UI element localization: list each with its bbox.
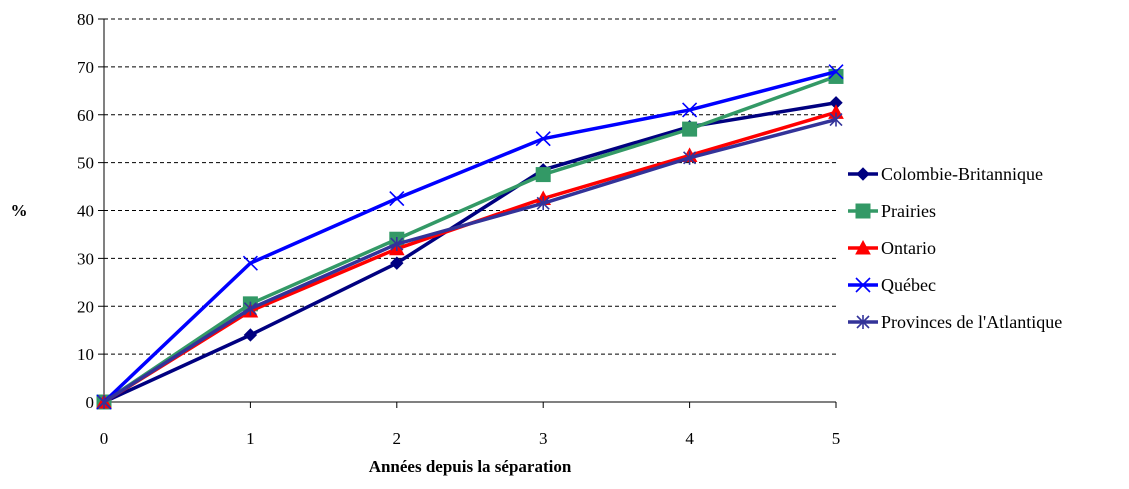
legend-label: Provinces de l'Atlantique xyxy=(881,312,1062,332)
x-tick-label: 4 xyxy=(685,429,694,448)
y-tick-label: 60 xyxy=(77,106,94,125)
legend-label: Colombie-Britannique xyxy=(881,164,1043,184)
y-tick-label: 20 xyxy=(77,297,94,316)
legend-item-qu-bec: Québec xyxy=(848,275,936,295)
y-tick-label: 40 xyxy=(77,202,94,221)
legend-marker xyxy=(855,277,871,293)
series-provinces-de-l-atlantique xyxy=(97,112,843,409)
y-axis-title: % xyxy=(11,201,28,220)
series-line-provinces-de-l-atlantique xyxy=(103,117,837,404)
data-point-provinces-de-l-atlantique xyxy=(243,301,257,316)
y-tick-label: 10 xyxy=(77,345,94,364)
legend-item-provinces-de-l-atlantique: Provinces de l'Atlantique xyxy=(848,312,1062,332)
legend-label: Ontario xyxy=(881,238,936,258)
data-point-qu-bec xyxy=(242,255,258,271)
x-axis-title: Années depuis la séparation xyxy=(369,457,572,476)
legend: Colombie-Britannique Prairies Ontario Québe… xyxy=(848,164,1062,332)
legend-item-ontario: Ontario xyxy=(848,238,936,258)
data-point-prairies xyxy=(535,167,551,183)
x-tick-label: 2 xyxy=(393,429,402,448)
data-point-prairies xyxy=(682,121,698,137)
x-tick-label: 5 xyxy=(832,429,841,448)
x-tick-label: 1 xyxy=(246,429,255,448)
legend-marker xyxy=(855,203,871,219)
y-tick-label: 70 xyxy=(77,58,94,77)
data-point-qu-bec xyxy=(389,190,405,207)
legend-label: Québec xyxy=(881,275,936,295)
series-colombie-britannique xyxy=(97,96,843,409)
series-line-colombie-britannique xyxy=(103,101,837,404)
data-point-provinces-de-l-atlantique xyxy=(683,150,697,165)
series-qu-bec xyxy=(96,64,844,410)
data-point-provinces-de-l-atlantique xyxy=(536,196,550,211)
y-tick-label: 80 xyxy=(77,10,94,29)
data-point-provinces-de-l-atlantique xyxy=(829,112,843,127)
data-point-provinces-de-l-atlantique xyxy=(390,237,404,252)
data-point-provinces-de-l-atlantique xyxy=(97,395,111,409)
data-point-qu-bec xyxy=(828,64,844,80)
x-tick-label: 3 xyxy=(539,429,548,448)
legend-item-colombie-britannique: Colombie-Britannique xyxy=(848,164,1043,184)
gridlines xyxy=(104,18,836,355)
data-point-qu-bec xyxy=(682,102,698,118)
data-point-colombie-britannique xyxy=(390,256,404,270)
series-line-qu-bec xyxy=(102,69,837,404)
y-tick-label: 0 xyxy=(86,393,95,412)
legend-item-prairies: Prairies xyxy=(848,201,936,221)
data-point-colombie-britannique xyxy=(243,328,258,342)
series-ontario xyxy=(96,104,844,409)
series-group xyxy=(96,64,844,410)
legend-marker xyxy=(856,167,870,181)
y-tick-label: 50 xyxy=(77,154,94,173)
legend-marker xyxy=(856,315,870,329)
series-line-prairies xyxy=(103,74,837,404)
data-point-qu-bec xyxy=(535,131,551,147)
series-line-ontario xyxy=(103,110,837,404)
x-tick-label: 0 xyxy=(100,429,109,448)
legend-marker xyxy=(855,239,871,255)
y-tick-label: 30 xyxy=(77,249,94,268)
axes: 0 10 20 30 40 50 60 70 80 0 1 2 3 4 5 xyxy=(77,10,840,448)
legend-label: Prairies xyxy=(881,201,936,221)
